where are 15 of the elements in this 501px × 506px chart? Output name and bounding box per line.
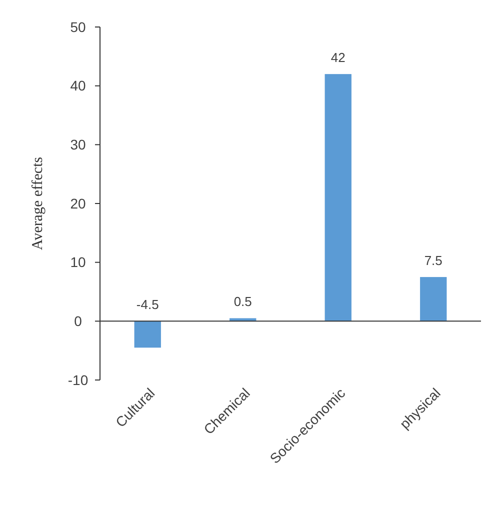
y-tick-label: 20 bbox=[70, 195, 86, 212]
data-label: 42 bbox=[330, 50, 346, 66]
bar bbox=[324, 74, 352, 322]
data-label: -4.5 bbox=[136, 297, 159, 312]
bar bbox=[134, 321, 161, 348]
y-tick-label: -10 bbox=[68, 372, 88, 388]
bar bbox=[420, 277, 447, 322]
y-tick-label: 0 bbox=[74, 313, 82, 330]
y-axis-title: Average effects bbox=[30, 156, 46, 250]
data-label: 7.5 bbox=[424, 253, 442, 268]
data-label: 0.5 bbox=[234, 294, 252, 310]
y-tick-label: 30 bbox=[70, 136, 86, 153]
y-tick-label: 10 bbox=[70, 254, 86, 270]
y-tick-label: 40 bbox=[70, 78, 86, 94]
y-tick-label: 50 bbox=[70, 18, 86, 35]
